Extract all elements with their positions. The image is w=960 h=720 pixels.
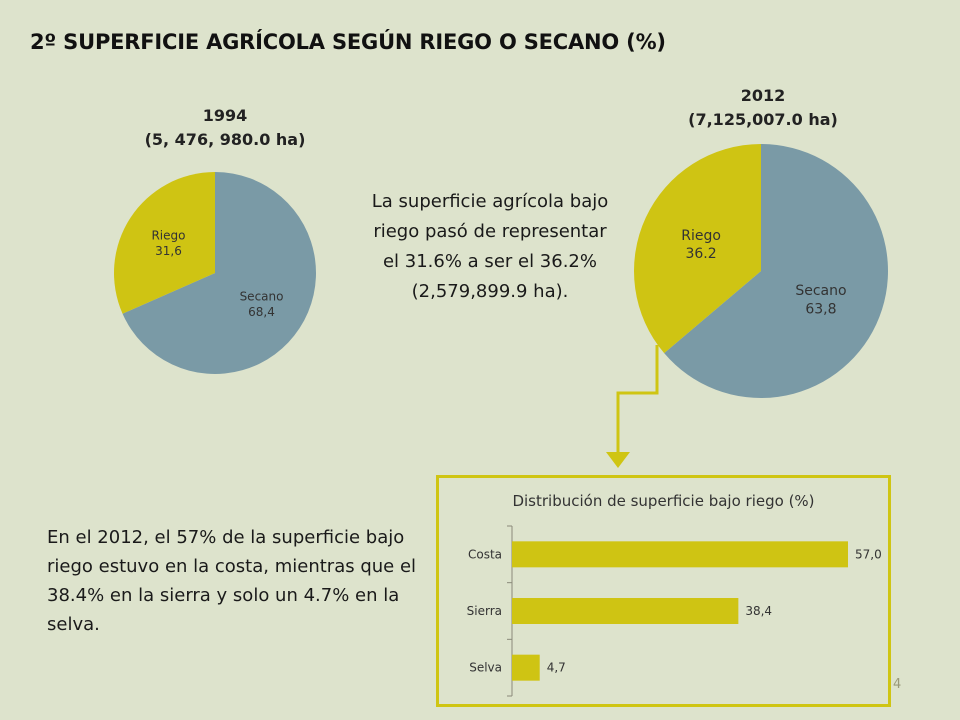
pie-2012-slice-secano bbox=[664, 144, 888, 398]
pie-1994-label-secano-value: 68,4 bbox=[248, 305, 275, 319]
page-number: 4 bbox=[893, 677, 902, 692]
pie-1994-title: 1994 bbox=[202, 106, 248, 125]
bar-category-label-selva: Selva bbox=[469, 661, 502, 675]
pie-1994-header: 1994 (5, 476, 980.0 ha) bbox=[100, 104, 350, 152]
pie-chart-2012: Secano 63,8 Riego 36.2 bbox=[634, 144, 888, 398]
pie-2012-title: 2012 bbox=[740, 86, 786, 105]
bar-chart-title: Distribución de superficie bajo riego (%… bbox=[512, 492, 815, 510]
bar-category-label-sierra: Sierra bbox=[467, 604, 502, 618]
bar-value-label-sierra: 38,4 bbox=[745, 604, 772, 618]
pie-1994-label-secano-name: Secano bbox=[240, 289, 284, 303]
pie-1994-label-riego-name: Riego bbox=[151, 229, 185, 243]
pie-2012-header: 2012 (7,125,007.0 ha) bbox=[638, 84, 888, 132]
pie-1994-label-riego-value: 31,6 bbox=[155, 244, 182, 258]
bar-chart-box: Distribución de superficie bajo riego (%… bbox=[436, 475, 891, 707]
bar-chart: Costa 57,0 Sierra 38,4 Selva 4,7 bbox=[467, 525, 882, 697]
pie-1994-slice-riego bbox=[114, 172, 215, 314]
pie-2012-label-riego-value: 36.2 bbox=[685, 246, 716, 262]
bar-value-label-selva: 4,7 bbox=[547, 661, 566, 675]
pie-2012-label-riego-name: Riego bbox=[681, 228, 721, 244]
pie-2012-label-secano-value: 63,8 bbox=[805, 301, 836, 317]
bar-sierra bbox=[512, 598, 739, 624]
bar-costa bbox=[512, 541, 848, 568]
distribution-summary-text: En el 2012, el 57% de la superficie bajo… bbox=[47, 527, 417, 635]
pie-1994-slice-secano bbox=[122, 172, 316, 374]
bar-category-label-costa: Costa bbox=[468, 547, 502, 561]
pie-2012-subtitle: (7,125,007.0 ha) bbox=[688, 110, 838, 129]
pie-2012-slice-riego bbox=[634, 144, 761, 354]
pie-1994-subtitle: (5, 476, 980.0 ha) bbox=[144, 130, 306, 149]
bar-value-label-costa: 57,0 bbox=[855, 547, 882, 561]
riego-change-text: La superficie agrícola bajo riego pasó d… bbox=[371, 191, 609, 302]
pie-2012-label-secano-name: Secano bbox=[795, 283, 846, 299]
slide-title: 2º SUPERFICIE AGRÍCOLA SEGÚN RIEGO O SEC… bbox=[30, 30, 666, 54]
connector-arrowhead bbox=[606, 452, 630, 468]
bar-selva bbox=[512, 654, 540, 681]
